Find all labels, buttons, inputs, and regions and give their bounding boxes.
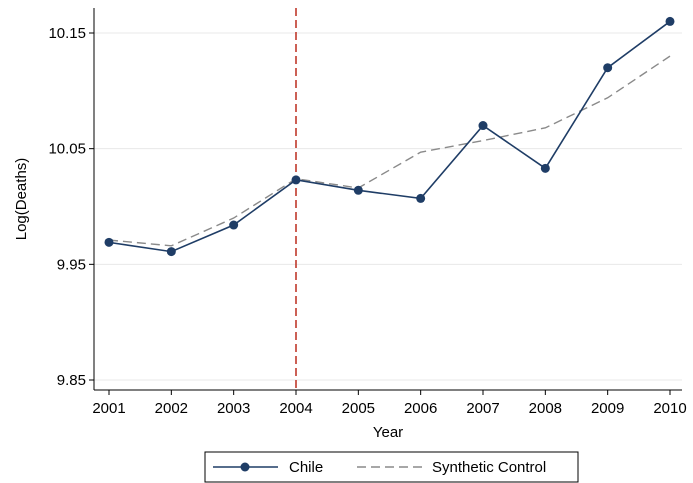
- legend-label-synthetic-control: Synthetic Control: [432, 459, 546, 476]
- gridlines: [94, 32, 682, 381]
- y-tick-label: 9.95: [57, 256, 86, 273]
- x-tick-label: 2001: [92, 400, 125, 417]
- data-point-chile: [291, 175, 301, 185]
- y-tick-label: 10.05: [48, 141, 86, 158]
- data-point-chile: [104, 237, 114, 247]
- x-tick-label: 2005: [342, 400, 375, 417]
- x-tick-label: 2006: [404, 400, 437, 417]
- data-point-chile: [540, 163, 550, 173]
- data-point-chile: [166, 247, 176, 257]
- data-point-chile: [665, 16, 675, 26]
- x-tick-label: 2007: [466, 400, 499, 417]
- series-layer: [104, 16, 675, 257]
- legend-label-chile: Chile: [289, 459, 323, 476]
- axis-ticks: 9.85 9.95 10.05 10.15 2001 2002 2003 2004 2005 20…: [48, 25, 686, 417]
- data-point-chile: [478, 121, 488, 131]
- legend-marker-chile: [240, 462, 250, 472]
- data-point-chile: [416, 193, 426, 203]
- y-tick-label: 9.85: [57, 372, 86, 389]
- x-tick-label: 2004: [279, 400, 312, 417]
- series-line-synthetic-control: [108, 55, 671, 247]
- x-tick-label: 2003: [217, 400, 250, 417]
- series-line-chile: [108, 20, 671, 253]
- legend: Chile Synthetic Control: [204, 451, 579, 483]
- y-axis-title: Log(Deaths): [13, 158, 30, 241]
- x-tick-label: 2002: [155, 400, 188, 417]
- y-tick-label: 10.15: [48, 25, 86, 42]
- x-tick-label: 2008: [529, 400, 562, 417]
- x-axis-title: Year: [373, 424, 403, 441]
- data-point-chile: [353, 185, 363, 195]
- data-point-chile: [229, 220, 239, 230]
- x-tick-label: 2009: [591, 400, 624, 417]
- x-tick-label: 2010: [653, 400, 686, 417]
- data-point-chile: [603, 63, 613, 73]
